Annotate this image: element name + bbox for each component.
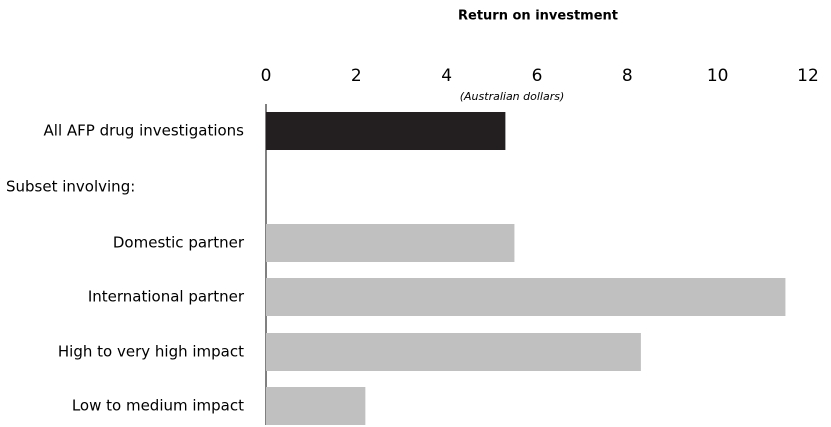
y-tick-label: Domestic partner — [113, 234, 245, 252]
x-tick-label: 6 — [532, 66, 543, 86]
x-tick-label: 2 — [351, 66, 362, 86]
bar — [266, 224, 515, 262]
y-tick-label: High to very high impact — [58, 343, 244, 361]
x-tick-label: 4 — [441, 66, 452, 86]
y-tick-label: All AFP drug investigations — [44, 122, 245, 140]
y-tick-label: Subset involving: — [6, 178, 135, 196]
bar — [266, 278, 786, 316]
x-tick-label: 0 — [261, 66, 272, 86]
chart-subtitle: (Australian dollars) — [460, 90, 565, 103]
chart-title: Return on investment — [458, 9, 618, 24]
x-tick-label: 12 — [797, 66, 819, 86]
bar — [266, 112, 506, 150]
bar — [266, 333, 641, 371]
y-tick-label: Low to medium impact — [72, 397, 244, 415]
x-tick-label: 8 — [622, 66, 633, 86]
y-tick-label: International partner — [88, 288, 245, 306]
x-tick-label: 10 — [707, 66, 729, 86]
bar — [266, 387, 366, 425]
